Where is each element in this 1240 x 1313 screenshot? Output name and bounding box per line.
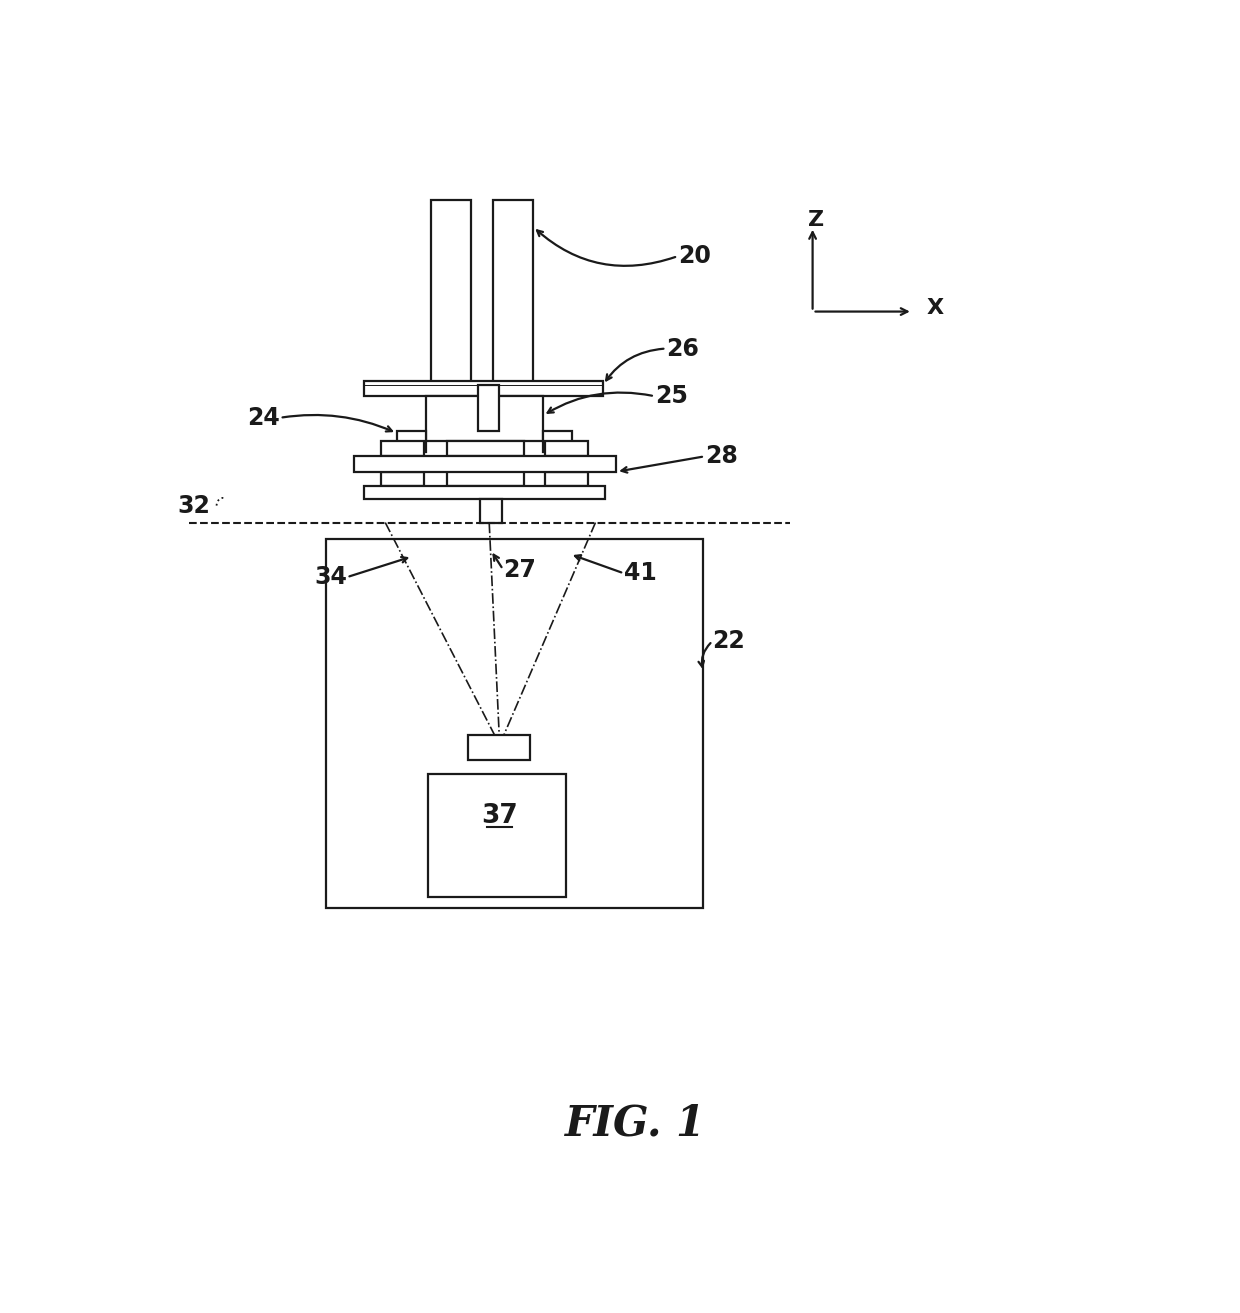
Bar [446,470,523,486]
Bar [494,200,533,385]
Text: 34: 34 [314,565,347,590]
Text: Z: Z [808,210,825,230]
Bar [432,200,471,385]
Bar [469,735,529,760]
Bar [477,385,500,431]
Text: 37: 37 [481,804,517,829]
Bar [446,441,523,457]
Bar [355,457,616,471]
Bar [480,499,501,523]
Text: 22: 22 [713,629,745,653]
Bar [428,773,567,897]
Text: 24: 24 [247,406,280,429]
Bar [427,397,543,441]
Text: FIG. 1: FIG. 1 [565,1103,706,1145]
Bar [382,471,424,486]
Bar [543,431,573,453]
Text: 25: 25 [655,385,688,408]
Text: 20: 20 [678,244,711,268]
Bar [382,441,424,457]
Bar [365,486,605,499]
Bar [546,441,588,457]
Text: 32: 32 [177,494,211,517]
Bar [397,431,427,453]
Bar [365,381,603,397]
Text: 41: 41 [624,562,657,586]
Bar [326,538,703,909]
Text: 27: 27 [503,558,536,582]
Text: X: X [926,298,944,318]
Text: 28: 28 [704,444,738,469]
Bar [546,471,588,486]
Text: 26: 26 [666,336,699,361]
